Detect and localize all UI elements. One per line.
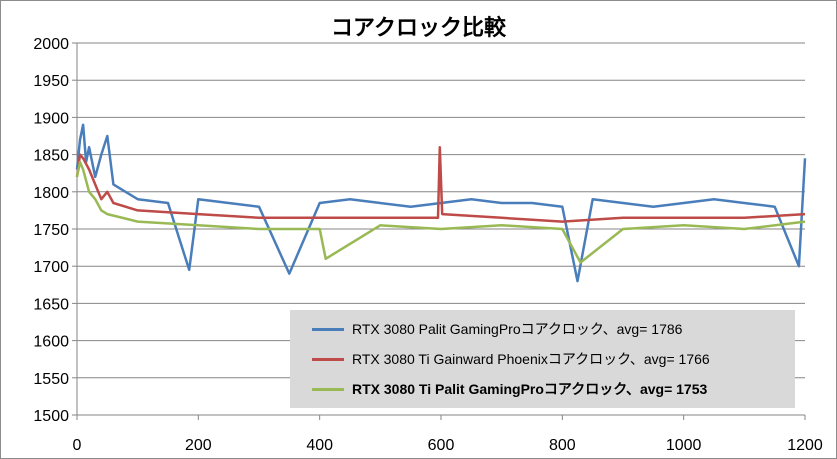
legend-item-series-2: RTX 3080 Ti Gainward Phoenixコアクロック、avg= … <box>312 348 710 370</box>
x-tick-label-200: 200 <box>185 437 212 454</box>
legend-label-series-3: RTX 3080 Ti Palit GamingProコアクロック、avg= 1… <box>352 381 708 397</box>
tick-labels: 1500 1550 1600 1650 1700 1750 1800 1850 1900 1950… <box>33 36 822 454</box>
y-tick-label-1600: 1600 <box>33 334 69 351</box>
series-lines <box>75 123 807 283</box>
y-tick-label-1500: 1500 <box>33 408 69 425</box>
y-tick-label-1700: 1700 <box>33 259 69 276</box>
y-tick-label-1650: 1650 <box>33 296 69 313</box>
x-tick-label-800: 800 <box>549 437 576 454</box>
chart-title: コアクロック比較 <box>331 16 506 41</box>
legend-item-series-1: RTX 3080 Palit GamingProコアクロック、avg= 1786 <box>312 318 682 340</box>
y-tick-label-1750: 1750 <box>33 222 69 239</box>
y-tick-label-1900: 1900 <box>33 110 69 127</box>
legend-swatch-series-1 <box>312 327 344 331</box>
x-tick-label-1200: 1200 <box>787 437 823 454</box>
x-tick-label-600: 600 <box>428 437 455 454</box>
legend-swatch-series-2 <box>312 357 344 361</box>
axes <box>72 42 806 420</box>
x-tick-label-0: 0 <box>73 437 82 454</box>
y-tick-label-1800: 1800 <box>33 185 69 202</box>
x-tick-label-1000: 1000 <box>666 437 702 454</box>
series-line-3 <box>75 160 806 264</box>
series-line-2 <box>75 145 806 223</box>
y-tick-label-2000: 2000 <box>33 36 69 53</box>
legend-label-series-2: RTX 3080 Ti Gainward Phoenixコアクロック、avg= … <box>352 351 710 367</box>
legend-label-series-1: RTX 3080 Palit GamingProコアクロック、avg= 1786 <box>352 321 683 337</box>
y-tick-label-1850: 1850 <box>33 148 69 165</box>
x-tick-label-400: 400 <box>306 437 333 454</box>
legend-item-series-3: RTX 3080 Ti Palit GamingProコアクロック、avg= 1… <box>312 378 707 400</box>
series-line-1 <box>75 123 807 283</box>
y-tick-label-1550: 1550 <box>33 371 69 388</box>
y-tick-label-1950: 1950 <box>33 73 69 90</box>
legend: RTX 3080 Palit GamingProコアクロック、avg= 1786… <box>290 310 795 408</box>
legend-swatch-series-3 <box>312 387 344 391</box>
